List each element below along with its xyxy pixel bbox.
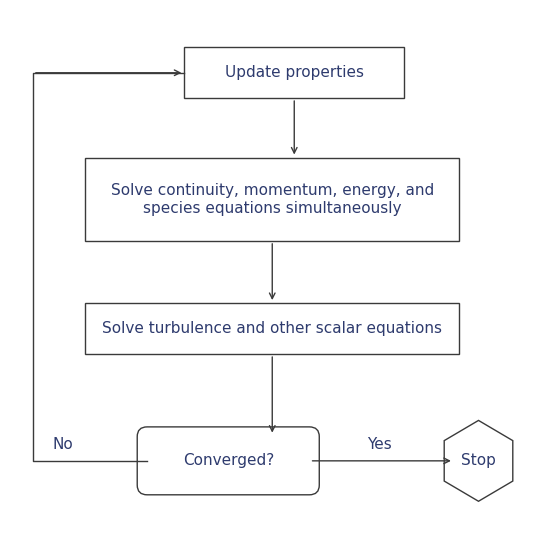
FancyBboxPatch shape <box>85 157 459 241</box>
Text: Solve turbulence and other scalar equations: Solve turbulence and other scalar equati… <box>102 321 442 336</box>
Text: Solve continuity, momentum, energy, and
species equations simultaneously: Solve continuity, momentum, energy, and … <box>111 183 434 216</box>
Polygon shape <box>444 420 513 501</box>
FancyBboxPatch shape <box>85 303 459 355</box>
Text: Yes: Yes <box>367 437 392 452</box>
Text: Converged?: Converged? <box>183 453 274 468</box>
Text: No: No <box>53 437 74 452</box>
Text: Update properties: Update properties <box>225 65 364 80</box>
Text: Stop: Stop <box>461 453 496 468</box>
FancyBboxPatch shape <box>184 47 404 98</box>
FancyBboxPatch shape <box>138 427 319 495</box>
